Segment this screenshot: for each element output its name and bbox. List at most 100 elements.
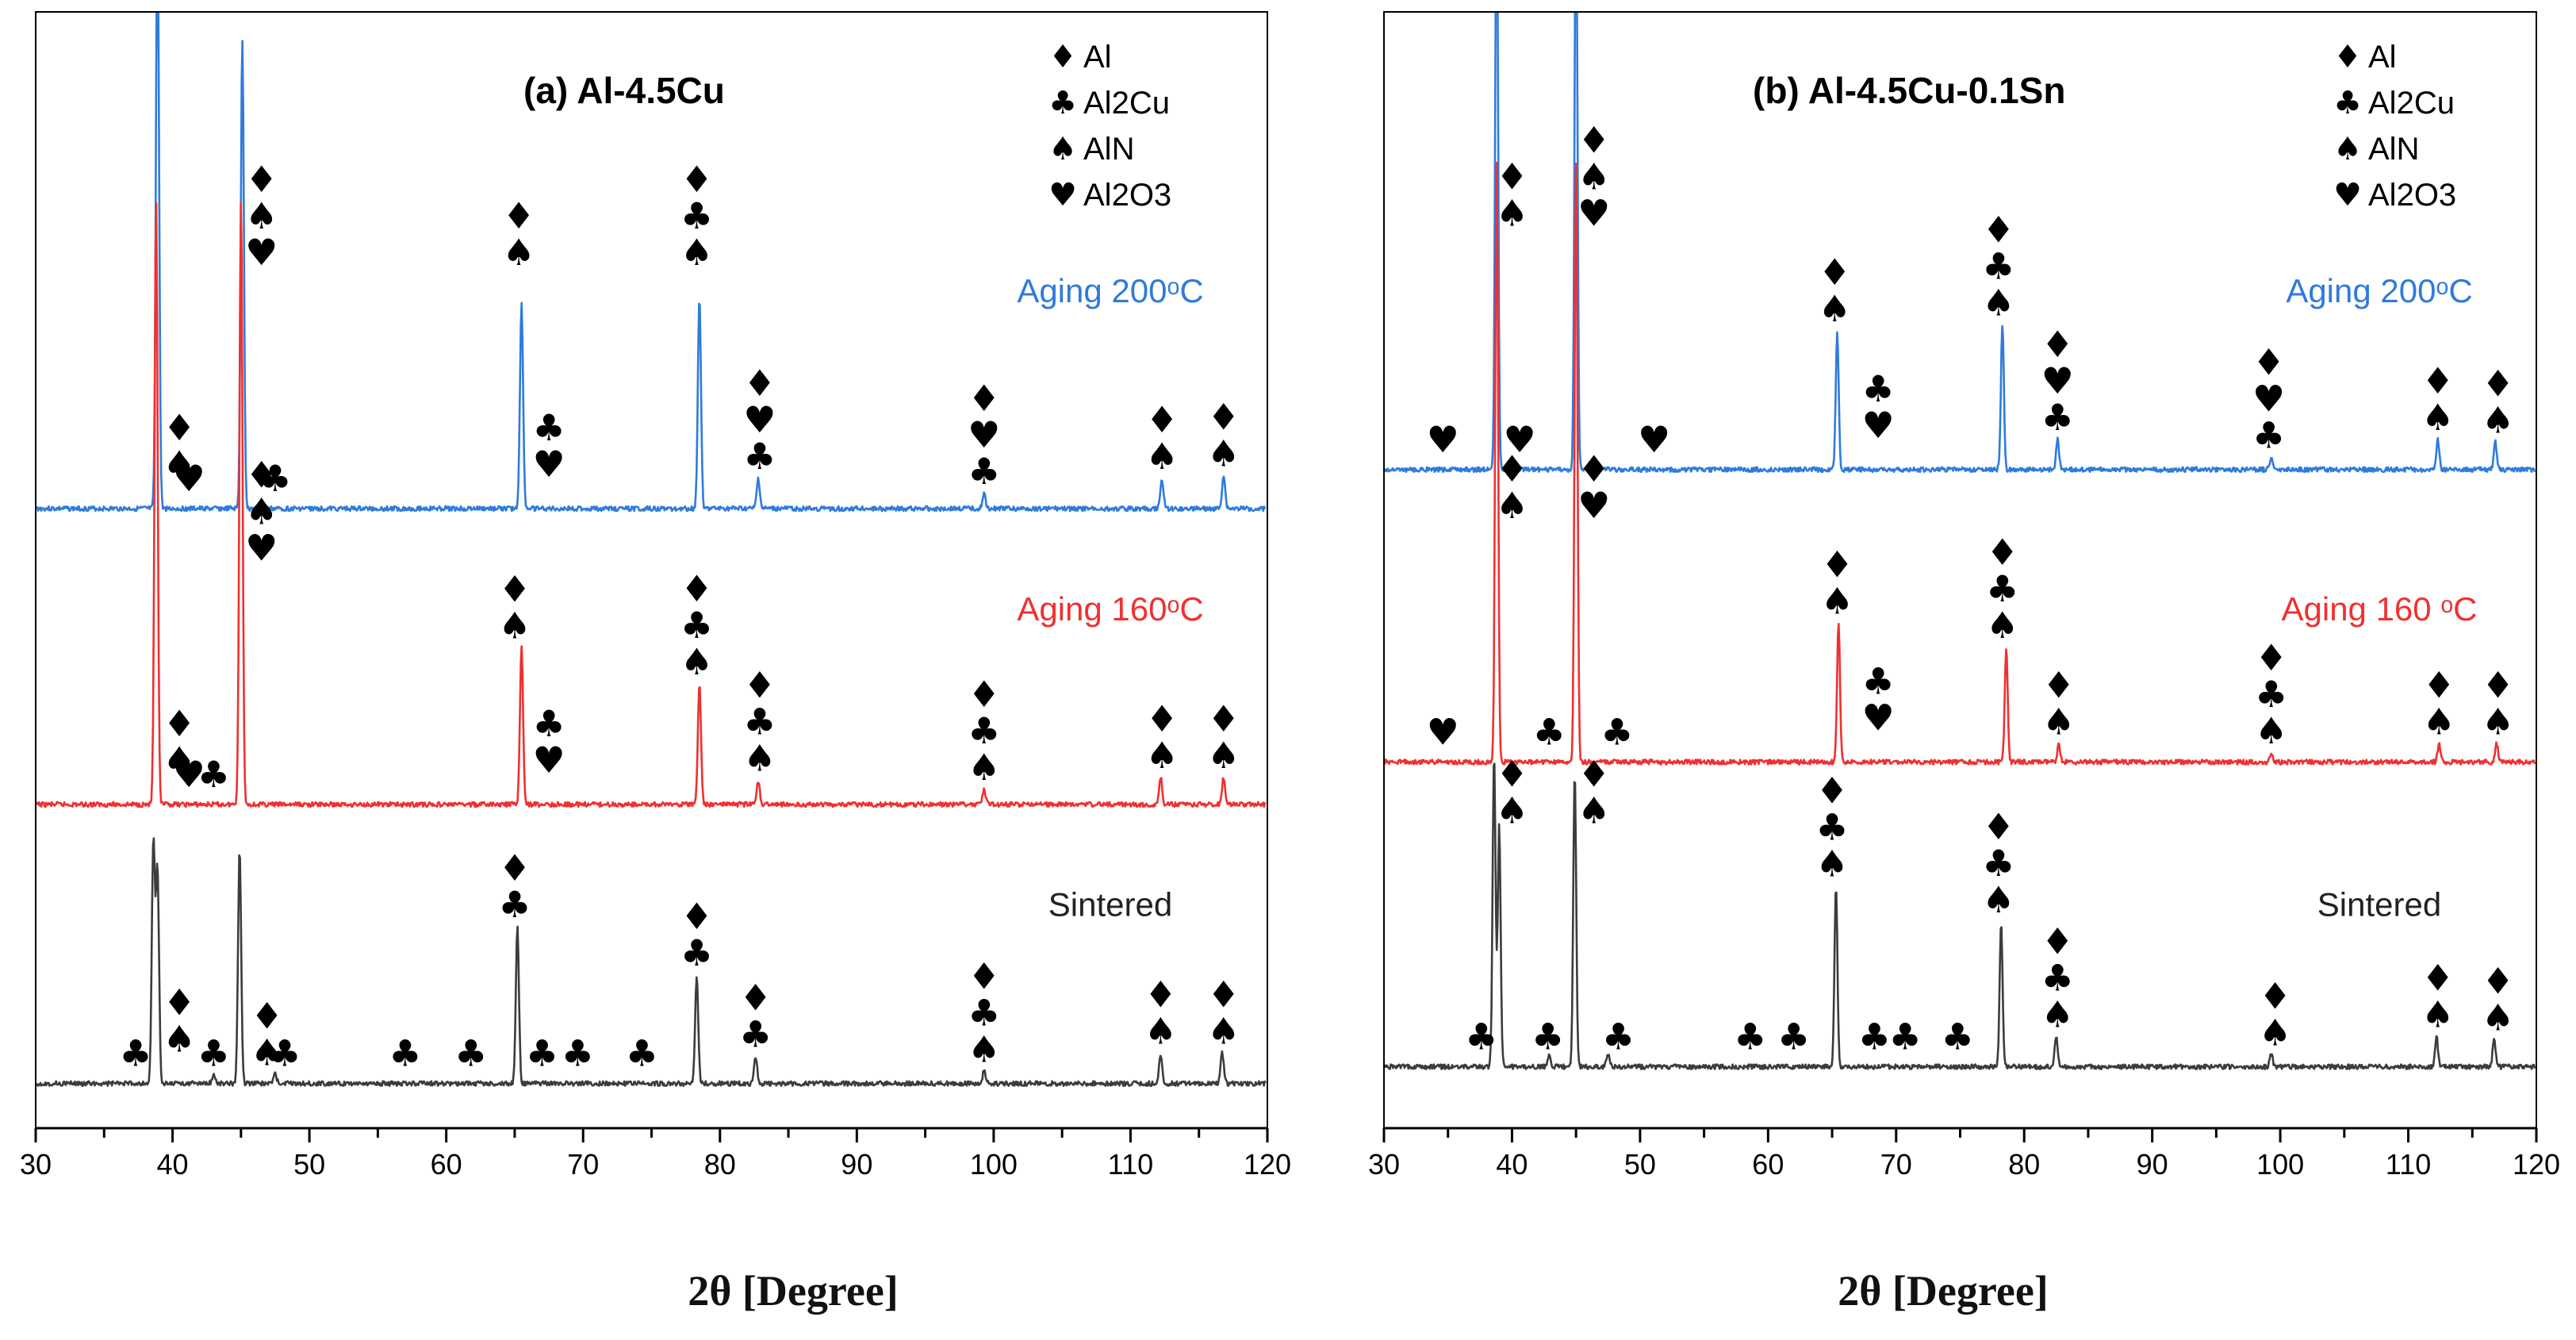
series-label-aging160: Aging 160 ᵒC	[2281, 590, 2477, 628]
annotation-symbol: ♠	[2255, 709, 2287, 752]
annotation-symbol: ♦	[1821, 543, 1853, 586]
annotation-symbol: ♠	[2423, 701, 2455, 743]
annotation-symbol: ♣	[743, 701, 776, 743]
x-tick-label: 60	[431, 1148, 462, 1181]
series-aging160-line	[1384, 161, 2536, 766]
annotation-symbol: ♠	[1577, 789, 1610, 831]
annotation-symbol: ♦	[1815, 770, 1848, 812]
annotation-symbol: ♣	[532, 406, 565, 449]
annotation-symbol: ♠	[1496, 789, 1528, 831]
annotation-symbol: ♣	[743, 435, 776, 478]
x-tick-label: 100	[970, 1148, 1018, 1181]
annotation-symbol: ♦	[2423, 664, 2455, 707]
annotation-symbol: ♣	[680, 931, 713, 974]
annotation-symbol: ♦	[1982, 805, 2014, 848]
annotation-symbol: ♠	[1207, 432, 1240, 474]
annotation-symbol: ♦	[163, 981, 196, 1024]
annotation-symbol: ♣	[1600, 711, 1633, 754]
annotation-symbol: ♦	[743, 362, 776, 405]
annotation-symbol: ♥	[245, 231, 278, 274]
annotation-symbol: ♣	[2041, 396, 2074, 439]
series-aging200-line	[36, 12, 1267, 513]
legend-label-al2cu: Al2Cu	[1083, 86, 1170, 121]
annotation-symbol: ♠	[2421, 993, 2454, 1036]
annotation-symbol: ♥	[173, 457, 205, 500]
annotation-symbol: ♠	[1815, 843, 1848, 885]
annotation-symbol: ♦	[163, 702, 196, 745]
panel-a-xlabel: 2θ [Degree]	[688, 1267, 899, 1315]
annotation-symbol: ♥	[2252, 378, 2285, 420]
legend-label-al2o3: Al2O3	[2368, 178, 2456, 213]
annotation-symbol: ♦	[498, 847, 531, 889]
annotation-symbol: ♣	[1734, 1016, 1766, 1058]
annotation-symbol: ♠	[2041, 993, 2074, 1036]
annotation-symbol: ♦	[739, 977, 772, 1019]
annotation-symbol: ♠	[2259, 1011, 2291, 1054]
annotation-symbol: ♦	[1207, 395, 1240, 438]
legend-label-aln: AlN	[1083, 132, 1134, 167]
annotation-symbol: ♠	[245, 490, 278, 533]
x-tick-label: 110	[2386, 1148, 2431, 1181]
annotation-symbol: ♠	[1146, 734, 1179, 777]
annotation-symbol: ♠	[1146, 435, 1179, 478]
annotation-symbol: ♣	[532, 702, 565, 745]
annotation-symbol: ♦	[1986, 531, 2018, 574]
annotation-symbol: ♦	[968, 673, 1000, 716]
annotation-symbol: ♠	[1496, 192, 1528, 235]
annotation-symbol: ♣	[1982, 842, 2014, 885]
panel-b-xlabel: 2θ [Degree]	[1838, 1267, 2049, 1315]
annotation-symbol: ♦	[2041, 920, 2074, 963]
annotation-symbol: ♦	[1577, 752, 1610, 795]
annotation-symbol: ♦	[1577, 447, 1610, 490]
legend-symbol-aln: ♠	[1048, 131, 1077, 167]
annotation-symbol: ♦	[502, 194, 535, 237]
annotation-symbol: ♣	[526, 1032, 558, 1075]
annotation-symbol: ♣	[2041, 957, 2074, 1000]
annotation-symbol: ♥	[532, 739, 565, 781]
annotation-symbol: ♣	[1862, 367, 1895, 410]
x-tick-label: 110	[1108, 1148, 1153, 1181]
annotation-symbol: ♣	[2255, 673, 2287, 716]
legend-symbol-al: ♦	[2333, 39, 2362, 75]
panel-b-title: (b) Al-4.5Cu-0.1Sn	[1753, 70, 2065, 111]
annotation-symbol: ♥	[1427, 711, 1459, 754]
annotation-symbol: ♦	[968, 377, 1000, 420]
annotation-symbol: ♠	[743, 737, 776, 780]
annotation-symbol: ♠	[1207, 1010, 1240, 1053]
legend-label-al: Al	[1083, 40, 1112, 75]
series-aging160-line	[36, 202, 1267, 808]
annotation-symbol: ♣	[2252, 414, 2285, 457]
x-tick-label: 50	[1624, 1148, 1656, 1181]
annotation-symbol: ♦	[2421, 957, 2454, 1000]
annotation-symbol: ♣	[197, 1032, 230, 1075]
annotation-symbol: ♠	[968, 746, 1000, 789]
annotation-symbol: ♦	[498, 567, 531, 610]
annotation-symbol: ♥	[173, 753, 205, 796]
annotation-symbol: ♠	[2482, 701, 2514, 743]
annotation-symbol: ♥	[532, 443, 565, 486]
x-tick-label: 90	[2137, 1148, 2168, 1181]
annotation-symbol: ♠	[2482, 399, 2514, 442]
annotation-symbol: ♦	[1982, 208, 2014, 251]
series-aging200-line	[1384, 12, 2536, 474]
annotation-symbol: ♠	[163, 443, 196, 486]
annotation-symbol: ♣	[680, 194, 713, 237]
panel-b: (b) Al-4.5Cu-0.1Sn 2θ [Degree] Aging 200…	[1368, 11, 2560, 1315]
annotation-symbol: ♦	[680, 895, 713, 938]
annotation-symbol: ♣	[268, 1032, 301, 1075]
legend-symbol-al: ♦	[1048, 39, 1077, 75]
annotation-symbol: ♣	[1533, 711, 1566, 754]
annotation-symbol: ♠	[680, 640, 713, 683]
annotation-symbol: ♣	[1465, 1016, 1497, 1058]
annotation-symbol: ♦	[2482, 363, 2514, 405]
annotation-symbol: ♠	[1577, 156, 1610, 198]
annotation-symbol: ♣	[562, 1032, 594, 1075]
annotation-symbol: ♦	[163, 406, 196, 449]
annotation-symbol: ♣	[968, 709, 1000, 752]
annotation-symbol: ♥	[1862, 697, 1895, 739]
annotation-symbol: ♣	[1602, 1016, 1635, 1058]
annotation-symbol: ♦	[2252, 341, 2285, 384]
annotation-symbol: ♥	[245, 527, 278, 570]
annotation-symbol: ♣	[680, 604, 713, 647]
